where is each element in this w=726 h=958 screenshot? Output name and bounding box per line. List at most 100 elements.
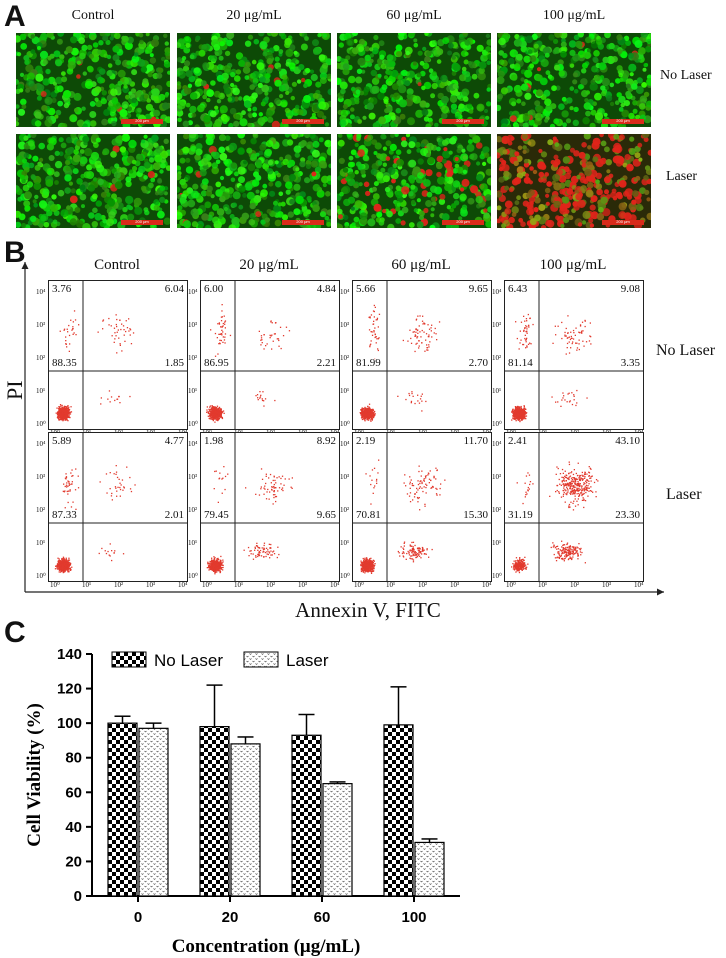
event-dot bbox=[511, 419, 513, 421]
event-dot bbox=[375, 342, 377, 344]
event-dot bbox=[213, 569, 215, 571]
event-dot bbox=[405, 398, 407, 401]
event-dot bbox=[74, 489, 77, 491]
event-dot bbox=[415, 335, 417, 337]
event-dot bbox=[370, 331, 372, 333]
event-dot bbox=[66, 346, 68, 348]
x-tick-label: 10⁰ bbox=[50, 581, 60, 589]
event-dot bbox=[215, 414, 218, 417]
event-dot bbox=[58, 558, 60, 560]
quadrant-upper-right-value: 8.92 bbox=[316, 435, 336, 447]
event-dot bbox=[370, 567, 372, 570]
event-dot bbox=[223, 466, 225, 468]
event-dot bbox=[278, 345, 280, 347]
event-dot bbox=[409, 476, 411, 478]
event-dot bbox=[515, 409, 517, 411]
event-dot bbox=[73, 332, 75, 334]
event-dot bbox=[209, 560, 211, 563]
event-dot bbox=[568, 336, 570, 338]
event-dot bbox=[219, 472, 221, 474]
y-tick-label: 10⁴ bbox=[188, 288, 198, 296]
event-dot bbox=[213, 565, 216, 567]
event-dot bbox=[210, 413, 212, 415]
event-dot bbox=[67, 409, 69, 411]
fluorescence-image: 200 μm bbox=[497, 134, 651, 228]
event-dot bbox=[364, 559, 367, 561]
event-dot bbox=[526, 412, 528, 414]
event-dot bbox=[361, 418, 364, 421]
event-dot bbox=[424, 505, 426, 507]
event-dot bbox=[272, 479, 274, 482]
scale-bar-label: 200 μm bbox=[296, 219, 310, 224]
event-dot bbox=[525, 325, 527, 327]
event-dot bbox=[371, 331, 373, 333]
y-tick-label: 10⁰ bbox=[36, 420, 46, 428]
event-dot bbox=[415, 319, 417, 321]
flow-scatter-plot: 6.00 4.84 86.95 2.21 bbox=[200, 280, 340, 430]
event-dot bbox=[418, 402, 421, 404]
event-dot bbox=[258, 554, 261, 557]
event-dot bbox=[60, 563, 62, 565]
event-dot bbox=[273, 475, 275, 477]
event-dot bbox=[564, 331, 566, 334]
event-dot bbox=[130, 343, 133, 345]
event-dot bbox=[64, 407, 67, 410]
event-dot bbox=[419, 486, 421, 488]
event-dot bbox=[367, 414, 369, 416]
event-dot bbox=[584, 320, 586, 322]
event-dot bbox=[213, 415, 215, 417]
event-dot bbox=[70, 506, 73, 508]
event-dot bbox=[62, 415, 64, 417]
event-dot bbox=[129, 329, 132, 331]
event-dot bbox=[371, 418, 373, 420]
y-tick-label: 10² bbox=[188, 354, 198, 362]
event-dot bbox=[372, 415, 374, 417]
event-dot bbox=[524, 417, 526, 419]
event-dot bbox=[215, 571, 217, 573]
event-dot bbox=[364, 419, 366, 421]
event-dot bbox=[64, 414, 66, 416]
event-dot bbox=[62, 571, 64, 574]
event-dot bbox=[72, 501, 74, 503]
y-tick-label: 10⁰ bbox=[492, 420, 502, 428]
event-dot bbox=[582, 330, 584, 332]
event-dot bbox=[74, 319, 77, 321]
event-dot bbox=[565, 327, 567, 330]
event-dot bbox=[263, 405, 265, 407]
event-dot bbox=[61, 413, 63, 415]
event-dot bbox=[57, 412, 59, 414]
event-dot bbox=[57, 568, 59, 570]
event-dot bbox=[61, 560, 63, 562]
event-dot bbox=[263, 548, 265, 550]
event-dot bbox=[523, 410, 525, 412]
event-dot bbox=[422, 490, 424, 493]
event-dot bbox=[277, 546, 279, 548]
event-dot bbox=[69, 567, 71, 569]
event-dot bbox=[372, 323, 375, 325]
event-dot bbox=[209, 562, 211, 564]
event-dot bbox=[259, 547, 261, 549]
event-dot bbox=[66, 567, 69, 569]
event-dot bbox=[363, 567, 366, 570]
event-dot bbox=[212, 415, 214, 417]
scale-bar: 200 μm bbox=[282, 219, 324, 225]
event-dot bbox=[217, 557, 219, 560]
event-dot bbox=[218, 477, 221, 479]
event-dot bbox=[366, 557, 368, 560]
event-dot bbox=[373, 467, 376, 469]
event-dot bbox=[61, 412, 64, 414]
event-dot bbox=[431, 336, 433, 338]
y-tick-label: 10³ bbox=[36, 321, 46, 329]
event-dot bbox=[115, 487, 117, 489]
event-dot bbox=[263, 400, 265, 402]
event-dot bbox=[372, 492, 374, 494]
event-dot bbox=[214, 417, 216, 419]
event-dot bbox=[215, 568, 217, 570]
event-dot bbox=[72, 326, 74, 328]
event-dot bbox=[216, 405, 219, 407]
event-dot bbox=[208, 410, 211, 412]
event-dot bbox=[224, 488, 226, 491]
event-dot bbox=[523, 411, 525, 413]
event-dot bbox=[513, 411, 515, 414]
event-dot bbox=[223, 339, 226, 341]
